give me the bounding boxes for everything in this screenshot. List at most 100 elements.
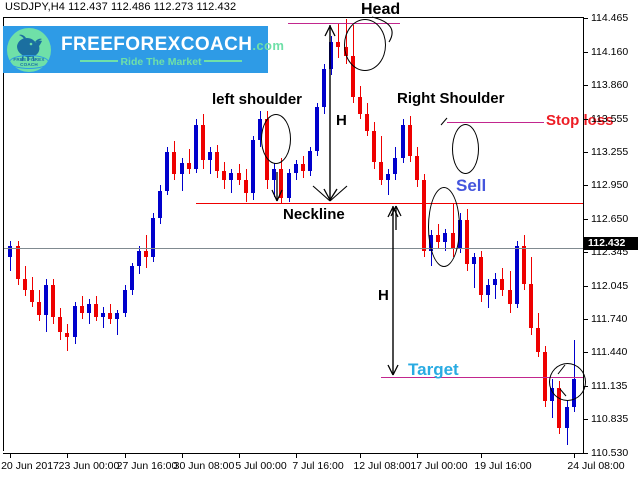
candle-body: [372, 131, 376, 163]
candle-body: [408, 124, 412, 156]
candle-body: [201, 124, 205, 161]
y-axis-label: 113.555: [591, 112, 629, 125]
x-axis-label: 23 Jun 00:00: [58, 460, 120, 472]
x-axis-label: 5 Jul 00:00: [235, 460, 287, 472]
candle-body: [529, 283, 533, 329]
y-axis-tick: [584, 419, 588, 421]
candle-body: [543, 352, 547, 402]
x-axis-label: 17 Jul 00:00: [410, 460, 468, 472]
candle-wick: [103, 307, 104, 329]
y-axis-label: 114.465: [591, 12, 629, 24]
candle-body: [123, 290, 127, 313]
y-axis-line: [583, 17, 584, 454]
candle-body: [329, 41, 333, 70]
x-axis-label: 19 Jul 16:00: [474, 460, 532, 472]
candle-body: [401, 124, 405, 158]
annotation-right-shoulder: Right Shoulder: [397, 90, 505, 107]
candle-body: [458, 219, 462, 249]
y-axis-label: 111.440: [591, 346, 628, 359]
head-circle: [344, 19, 386, 71]
candle-wick: [67, 323, 68, 352]
candle-body: [565, 406, 569, 428]
candle-wick: [274, 163, 275, 197]
candle-wick: [117, 310, 118, 335]
y-axis-label: 112.045: [591, 279, 629, 292]
candle-body: [165, 152, 169, 191]
symbol-quote-text: USDJPY,H4 112.437 112.486 112.273 112.43…: [5, 1, 237, 13]
logo-dash-left: [79, 60, 118, 62]
head-high-line: [288, 23, 400, 24]
x-axis-tick: [417, 454, 418, 458]
candle-body: [87, 303, 91, 313]
candle-body: [144, 250, 148, 258]
annotation-left-shoulder: left shoulder: [212, 91, 303, 108]
y-axis-label: 110.835: [591, 413, 629, 426]
candle-body: [258, 119, 262, 141]
x-axis-tick: [574, 454, 575, 458]
annotation-head: Head: [361, 1, 401, 18]
logo-brand-name: FREEFOREXCOACH: [61, 34, 253, 55]
logo-dash-right: [204, 60, 243, 62]
height-lower-arrow: [387, 206, 399, 376]
target-circle: [549, 363, 586, 401]
logo-badge-text: FREE FOREX COACH: [13, 57, 45, 67]
candle-body: [465, 219, 469, 264]
x-axis-line: [3, 453, 584, 454]
candle-body: [244, 179, 248, 194]
candle-body: [522, 246, 526, 284]
candle-body: [472, 257, 476, 264]
y-axis-tick: [584, 218, 588, 220]
candle-body: [279, 168, 283, 198]
x-axis-label: 27 Jun 16:00: [116, 460, 178, 472]
x-axis-tick: [360, 454, 361, 458]
candle-body: [23, 279, 27, 291]
y-axis-label: 110.530: [591, 447, 629, 459]
candle-body: [336, 41, 340, 48]
candle-body: [322, 69, 326, 107]
candle-body: [308, 151, 312, 172]
candle-body: [158, 191, 162, 218]
candle-wick: [182, 157, 183, 191]
candle-body: [51, 284, 55, 318]
candle-wick: [474, 252, 475, 289]
candle-body: [180, 163, 184, 175]
annotation-height-lower: H: [378, 287, 389, 304]
y-axis-label: 114.160: [591, 45, 629, 58]
neckline-pointer: [271, 172, 283, 202]
x-axis-label: 12 Jul 08:00: [353, 460, 411, 472]
candle-body: [287, 173, 291, 198]
annotation-target: Target: [408, 360, 459, 379]
candle-body: [194, 124, 198, 169]
chart-titlebar: USDJPY,H4 112.437 112.486 112.273 112.43…: [0, 0, 638, 16]
y-axis-tick: [584, 352, 588, 354]
candle-body: [137, 250, 141, 267]
x-axis-label: 30 Jun 08:00: [173, 460, 235, 472]
candle-body: [272, 168, 276, 180]
y-axis-tick: [584, 252, 588, 254]
candle-body: [30, 290, 34, 302]
candle-body: [415, 155, 419, 180]
logo-tagline: Ride The Market: [120, 56, 202, 68]
annotation-sell: Sell: [456, 176, 487, 195]
candle-body: [101, 312, 105, 317]
y-axis-tick: [584, 151, 588, 153]
logo-ring: [9, 55, 49, 69]
x-axis-tick: [67, 454, 68, 458]
x-axis-label: 7 Jul 16:00: [292, 460, 344, 472]
candle-body: [550, 387, 554, 402]
y-axis-tick: [584, 118, 588, 120]
y-axis-tick: [584, 84, 588, 86]
candle-body: [479, 257, 483, 295]
stop-loss-leader: [440, 117, 448, 126]
candle-body: [37, 301, 41, 315]
candle-body: [58, 317, 62, 333]
breakdown-circle: [428, 187, 460, 267]
candle-body: [172, 152, 176, 175]
candle-body: [294, 164, 298, 174]
y-axis-tick: [584, 386, 588, 388]
current-price-line: [4, 248, 583, 249]
candle-body: [422, 179, 426, 251]
x-axis-tick: [481, 454, 482, 458]
y-axis-label: 112.650: [591, 212, 629, 225]
